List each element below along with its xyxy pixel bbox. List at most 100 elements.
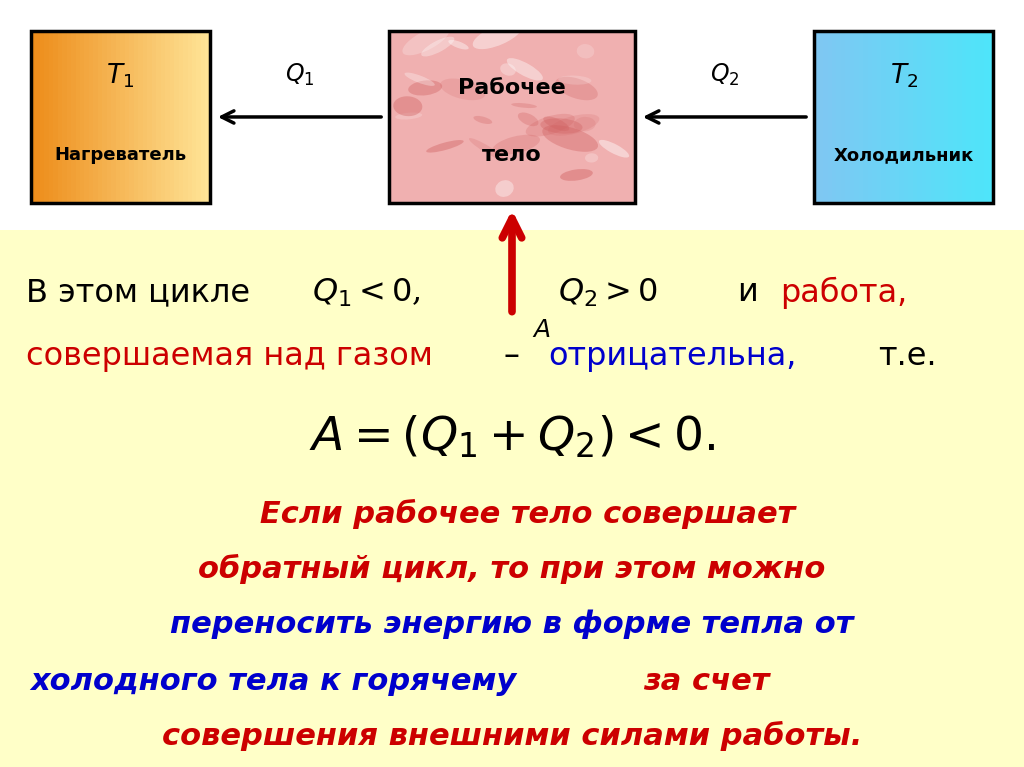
Text: тело: тело bbox=[482, 145, 542, 165]
Ellipse shape bbox=[493, 135, 540, 155]
Bar bbox=[872, 31, 878, 203]
Bar bbox=[846, 31, 851, 203]
Bar bbox=[957, 31, 963, 203]
Bar bbox=[908, 31, 913, 203]
Bar bbox=[831, 31, 838, 203]
Ellipse shape bbox=[599, 140, 629, 157]
Bar bbox=[40, 31, 45, 203]
Bar bbox=[62, 31, 68, 203]
Bar bbox=[98, 31, 103, 203]
Ellipse shape bbox=[449, 40, 469, 50]
Ellipse shape bbox=[496, 180, 514, 197]
Bar bbox=[53, 31, 58, 203]
Text: $A$: $A$ bbox=[532, 318, 551, 342]
Text: –: – bbox=[504, 341, 520, 372]
Ellipse shape bbox=[518, 113, 539, 126]
Bar bbox=[918, 31, 923, 203]
Bar bbox=[837, 31, 842, 203]
Bar bbox=[389, 31, 635, 203]
Ellipse shape bbox=[402, 26, 450, 55]
Bar bbox=[984, 31, 990, 203]
Bar bbox=[102, 31, 108, 203]
Bar bbox=[953, 31, 958, 203]
Bar bbox=[962, 31, 968, 203]
Bar bbox=[877, 31, 883, 203]
Text: Нагреватель: Нагреватель bbox=[54, 146, 186, 164]
Bar bbox=[948, 31, 954, 203]
Ellipse shape bbox=[555, 77, 598, 100]
Text: $Q_1 < 0$,: $Q_1 < 0$, bbox=[312, 277, 421, 309]
Ellipse shape bbox=[473, 22, 522, 49]
Bar bbox=[868, 31, 873, 203]
Text: холодного тела к горячему: холодного тела к горячему bbox=[31, 667, 517, 696]
Bar bbox=[67, 31, 72, 203]
Text: $T_1$: $T_1$ bbox=[106, 61, 134, 90]
Bar bbox=[886, 31, 891, 203]
Bar bbox=[850, 31, 855, 203]
Text: отрицательна,: отрицательна, bbox=[548, 341, 797, 372]
Ellipse shape bbox=[501, 64, 516, 76]
Bar bbox=[49, 31, 54, 203]
Bar bbox=[57, 31, 63, 203]
Ellipse shape bbox=[558, 75, 592, 84]
Bar bbox=[84, 31, 90, 203]
Bar bbox=[156, 31, 162, 203]
Ellipse shape bbox=[404, 73, 435, 86]
Bar bbox=[940, 31, 945, 203]
Ellipse shape bbox=[409, 81, 442, 96]
Text: т.е.: т.е. bbox=[879, 341, 937, 372]
Bar bbox=[142, 31, 148, 203]
Bar bbox=[827, 31, 834, 203]
Text: переносить энергию в форме тепла от: переносить энергию в форме тепла от bbox=[170, 610, 854, 639]
Bar bbox=[197, 31, 202, 203]
Bar bbox=[89, 31, 94, 203]
Bar bbox=[174, 31, 179, 203]
Bar bbox=[814, 31, 993, 203]
Bar bbox=[31, 31, 210, 203]
Ellipse shape bbox=[511, 103, 537, 108]
Ellipse shape bbox=[421, 37, 455, 57]
Bar bbox=[31, 31, 36, 203]
Text: $Q_2 > 0$: $Q_2 > 0$ bbox=[558, 277, 658, 309]
Ellipse shape bbox=[525, 114, 574, 137]
Bar bbox=[121, 31, 126, 203]
Bar bbox=[863, 31, 868, 203]
Bar bbox=[882, 31, 887, 203]
Bar bbox=[944, 31, 949, 203]
Text: и: и bbox=[737, 278, 758, 308]
Bar bbox=[935, 31, 941, 203]
Bar bbox=[71, 31, 77, 203]
Ellipse shape bbox=[426, 140, 464, 153]
Bar bbox=[80, 31, 86, 203]
Bar bbox=[106, 31, 113, 203]
Bar bbox=[76, 31, 81, 203]
Bar bbox=[93, 31, 99, 203]
Ellipse shape bbox=[548, 114, 599, 136]
Text: работа,: работа, bbox=[780, 277, 907, 309]
Bar bbox=[975, 31, 981, 203]
Ellipse shape bbox=[440, 78, 485, 100]
Bar bbox=[35, 31, 41, 203]
Ellipse shape bbox=[473, 116, 493, 124]
Ellipse shape bbox=[560, 169, 593, 181]
Bar bbox=[899, 31, 905, 203]
Bar bbox=[841, 31, 847, 203]
Bar bbox=[823, 31, 828, 203]
Text: Если рабочее тело совершает: Если рабочее тело совершает bbox=[228, 499, 796, 529]
Bar bbox=[904, 31, 909, 203]
Text: $Q_2$: $Q_2$ bbox=[710, 61, 739, 87]
Bar bbox=[931, 31, 936, 203]
Text: совершаемая над газом: совершаемая над газом bbox=[26, 341, 432, 372]
Ellipse shape bbox=[395, 113, 422, 120]
Ellipse shape bbox=[469, 138, 505, 160]
Bar bbox=[134, 31, 139, 203]
Ellipse shape bbox=[541, 118, 583, 133]
Ellipse shape bbox=[544, 117, 569, 131]
Bar bbox=[183, 31, 188, 203]
Bar bbox=[129, 31, 135, 203]
Bar bbox=[912, 31, 919, 203]
Text: В этом цикле: В этом цикле bbox=[26, 278, 250, 308]
Bar bbox=[980, 31, 985, 203]
Text: совершения внешними силами работы.: совершения внешними силами работы. bbox=[162, 721, 862, 752]
Text: $Q_1$: $Q_1$ bbox=[285, 61, 314, 87]
